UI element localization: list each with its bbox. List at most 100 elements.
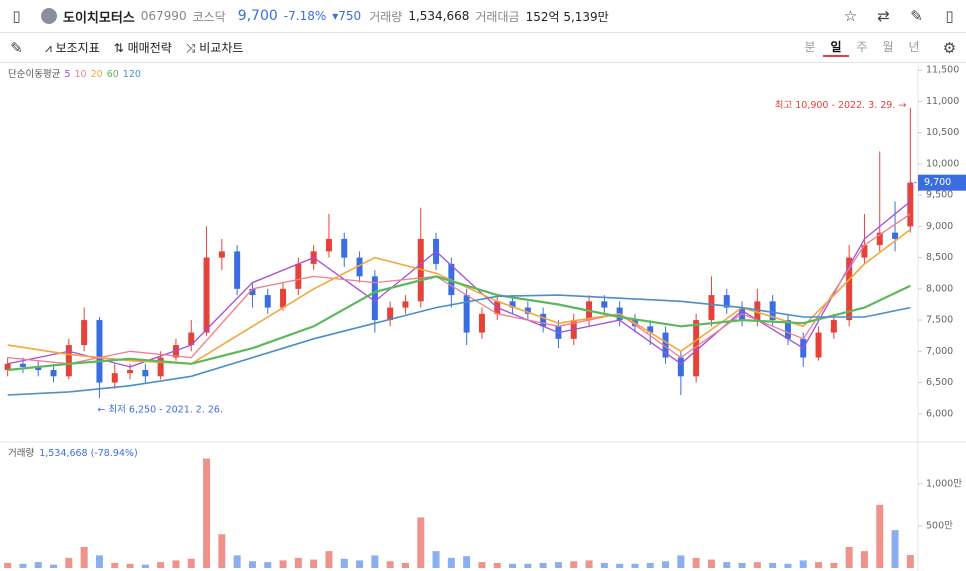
volume-title: 거래량 [8,447,34,459]
legend-entry: 60 [107,69,119,80]
ma-line [7,294,911,396]
candle-body [127,370,134,374]
candle-body [65,345,72,377]
volume: 1,534,668 [408,9,470,23]
volume-bar [141,564,149,568]
volume-bar [95,555,103,568]
volume-bar [187,558,195,568]
volume-bar [509,563,517,568]
volume-bar [248,561,256,568]
period-tab[interactable]: 분 [804,40,816,54]
period-tab[interactable]: 일 [823,38,849,57]
legend-entry: 10 [75,69,87,80]
change-value: 750 [338,9,362,23]
volume-bar [310,559,318,568]
ma-title: 단순이동평균 [8,69,61,80]
candle-body [677,357,684,377]
candle-body [81,320,88,346]
volume-label: 거래량 [369,9,403,24]
tool-compare[interactable]: ⤨ 비교차트 [185,41,244,55]
volume-bar [279,560,287,568]
candle-body [4,363,11,371]
tool-label: 비교차트 [199,41,244,55]
candle-body [35,366,42,371]
volume-bar [172,560,180,568]
edit[interactable]: ✎ [910,7,923,25]
volume-bar [401,562,409,568]
volume-bar [876,504,884,568]
volume-bar [264,562,272,568]
candle-body [96,320,103,383]
change-pct: -7.18% [283,9,327,23]
volume-bar [19,563,27,568]
candle-body [356,257,363,277]
candle-body [371,276,378,321]
stock-code: 067990 [140,9,187,23]
volume-bar [631,563,639,568]
high-note: 최고 10,900 - 2022. 3. 29. → [775,100,907,111]
period-tab[interactable]: 년 [908,40,920,54]
y-tick-label: 7,500 [926,315,953,326]
volume-bar [662,561,670,568]
panel[interactable]: ▯ [945,7,954,25]
period-tab[interactable]: 주 [856,40,868,54]
volume-bar [50,564,58,568]
legend-entry: 120 [123,69,141,80]
volume-bar [753,562,761,568]
y-tick-label: 6,500 [926,377,953,388]
candle-body [111,373,118,383]
y-tick-label: 9,000 [926,221,953,232]
star[interactable]: ☆ [843,7,858,25]
y-tick-label: 9,500 [926,190,953,201]
sidebar-toggle[interactable]: ▯ [12,7,21,25]
candle-body [769,301,776,321]
candle-body [264,295,271,308]
candle-body [50,370,57,377]
tool-strategy[interactable]: ⇅ 매매전략 [113,41,172,55]
volume-bar [126,563,134,568]
candle-body [280,288,287,308]
candle-body [708,295,715,321]
volume-bar [417,517,425,568]
draw[interactable]: ✎ [10,38,23,57]
candle-body [892,232,899,239]
candle-body [234,251,241,289]
ma-line [7,213,911,365]
ma-line [7,200,911,368]
tool-indicator[interactable]: ⩘ 보조지표 [45,41,100,55]
volume-bar [539,562,547,568]
volume-bar [203,458,211,568]
price: 9,700 [237,8,278,24]
candle-body [524,307,531,314]
volume-bar [860,551,868,568]
amount: 152억 5,139만 [525,9,609,24]
volume-bar [386,561,394,568]
volume-bar [815,562,823,568]
period-tab[interactable]: 월 [882,40,894,54]
tool-label: 매매전략 [127,41,172,55]
volume-bar [707,559,715,568]
volume-bar [233,555,241,568]
low-note: ← 최저 6,250 - 2021. 2. 26. [97,405,223,416]
candle-body [19,363,26,367]
volume-bar [432,551,440,568]
settings[interactable]: ⚙ [942,38,957,57]
ma-line [7,228,911,365]
volume-bar [891,530,899,568]
ma-legend: 단순이동평균 5 10 20 60 120 [8,69,141,80]
chart: 6,000 6,500 7,000 7,500 8,000 8,500 9,000 9,500… [0,63,966,571]
swap[interactable]: ⇄ [877,7,890,25]
volume-bar [784,563,792,568]
ma-line [7,275,911,372]
volume-bar [356,560,364,568]
y-tick-label: 8,500 [926,252,953,263]
volume-bar [677,555,685,568]
volume-bar [157,562,165,568]
volume-bar [600,562,608,568]
legend-entry: 5 [64,69,70,80]
volume-bar [4,562,12,568]
candle-body [402,301,409,308]
volume-bar [447,557,455,568]
candle-body [784,320,791,339]
